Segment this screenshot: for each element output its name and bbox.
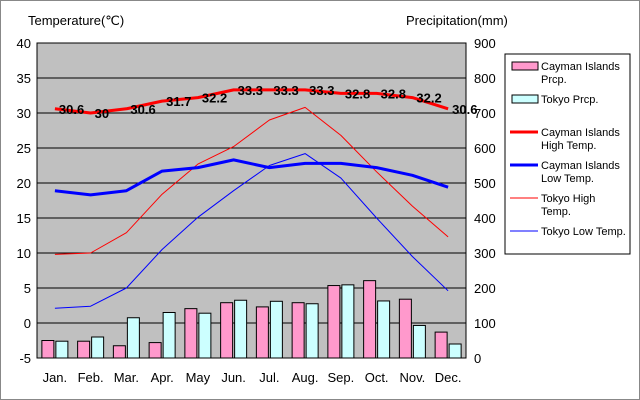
- x-tick-label: Feb.: [78, 370, 104, 385]
- bar-tokyo-prcp: [269, 300, 283, 359]
- bar-tokyo-prcp: [377, 300, 391, 359]
- right-tick-label: 900: [474, 36, 496, 51]
- data-label: 30.6: [452, 102, 477, 117]
- data-label: 31.7: [166, 94, 191, 109]
- x-tick-label: Nov.: [399, 370, 425, 385]
- right-axis-title: Precipitation(mm): [406, 13, 508, 28]
- data-label: 32.2: [202, 91, 227, 106]
- legend: Cayman Islands Prcp. Tokyo Prcp. Cayman Isl…: [504, 53, 631, 255]
- bar-tokyo-prcp: [55, 340, 69, 359]
- bar-tokyo-prcp: [126, 317, 140, 359]
- legend-swatch: [511, 61, 539, 71]
- legend-swatch: [511, 94, 539, 104]
- legend-label: Tokyo High Temp.: [541, 193, 595, 218]
- bar-tokyo-prcp: [412, 324, 426, 359]
- x-tick-label: May: [186, 370, 211, 385]
- x-tick-label: Dec.: [435, 370, 462, 385]
- x-tick-label: Sep.: [328, 370, 355, 385]
- legend-label: Cayman Islands Prcp.: [541, 61, 620, 86]
- line-cayman-islands-high-temp: [54, 88, 449, 115]
- x-tick-label: Oct.: [365, 370, 389, 385]
- bar-tokyo-prcp: [91, 336, 105, 359]
- left-tick-label: 40: [17, 36, 31, 51]
- left-tick-label: 35: [17, 71, 31, 86]
- x-tick-label: Apr.: [151, 370, 174, 385]
- x-tick-label: Aug.: [292, 370, 319, 385]
- data-label: 33.3: [238, 83, 263, 98]
- bar-tokyo-prcp: [198, 312, 212, 359]
- left-tick-label: 25: [17, 141, 31, 156]
- left-tick-label: 0: [24, 316, 31, 331]
- x-tick-label: Jan.: [43, 370, 68, 385]
- bar-cayman-prcp: [434, 331, 448, 359]
- right-tick-label: 200: [474, 281, 496, 296]
- legend-label: Cayman Islands High Temp.: [541, 127, 620, 152]
- left-tick-label: 5: [24, 281, 31, 296]
- data-label: 32.8: [381, 86, 406, 101]
- right-tick-label: 0: [474, 351, 481, 366]
- right-tick-label: 300: [474, 246, 496, 261]
- bar-cayman-prcp: [291, 302, 305, 359]
- bar-cayman-prcp: [148, 342, 162, 359]
- bar-tokyo-prcp: [234, 299, 248, 359]
- data-label: 33.3: [309, 83, 334, 98]
- legend-box: [504, 53, 631, 255]
- bar-cayman-prcp: [77, 340, 91, 359]
- x-tick-label: Mar.: [114, 370, 139, 385]
- bar-cayman-prcp: [41, 340, 55, 359]
- bar-cayman-prcp: [363, 280, 377, 359]
- left-tick-label: 15: [17, 211, 31, 226]
- line-tokyo-low-temp: [54, 153, 449, 309]
- bar-cayman-prcp: [327, 285, 341, 359]
- data-label: 32.2: [416, 91, 441, 106]
- bars-layer: [41, 280, 462, 359]
- right-tick-label: 100: [474, 316, 496, 331]
- bar-cayman-prcp: [255, 306, 269, 359]
- line-tokyo-high-temp: [54, 106, 449, 255]
- left-axis-title: Temperature(℃): [28, 13, 124, 28]
- left-tick-label: 30: [17, 106, 31, 121]
- right-tick-label: 800: [474, 71, 496, 86]
- axes-layer: -505101520253035400100200300400500600700…: [17, 36, 496, 385]
- x-tick-label: Jun.: [221, 370, 246, 385]
- right-tick-label: 400: [474, 211, 496, 226]
- right-tick-label: 500: [474, 176, 496, 191]
- line-cayman-islands-low-temp: [54, 158, 449, 197]
- left-tick-label: -5: [19, 351, 31, 366]
- data-label: 30.6: [59, 102, 84, 117]
- data-label: 32.8: [345, 86, 370, 101]
- bar-cayman-prcp: [112, 345, 126, 359]
- x-tick-label: Jul.: [259, 370, 279, 385]
- bar-cayman-prcp: [184, 308, 198, 359]
- left-tick-label: 20: [17, 176, 31, 191]
- legend-label: Tokyo Low Temp.: [541, 226, 626, 238]
- left-tick-label: 10: [17, 246, 31, 261]
- bar-tokyo-prcp: [448, 343, 462, 359]
- bar-tokyo-prcp: [162, 312, 176, 359]
- data-label: 30.6: [130, 102, 155, 117]
- bar-tokyo-prcp: [305, 303, 319, 359]
- right-tick-label: 700: [474, 106, 496, 121]
- lines-layer: [54, 88, 449, 309]
- legend-label: Cayman Islands Low Temp.: [541, 160, 620, 185]
- data-label: 33.3: [273, 83, 298, 98]
- right-tick-label: 600: [474, 141, 496, 156]
- bar-cayman-prcp: [220, 302, 234, 359]
- data-label: 30: [95, 106, 109, 121]
- plot-frame: [36, 42, 467, 359]
- data-labels-layer: 30.6 30 30.6 31.7 32.2 33.3 33.3 33.3 32.8 32.8 32…: [59, 83, 478, 121]
- bar-tokyo-prcp: [341, 284, 355, 359]
- legend-label: Tokyo Prcp.: [541, 94, 598, 106]
- bar-cayman-prcp: [398, 298, 412, 359]
